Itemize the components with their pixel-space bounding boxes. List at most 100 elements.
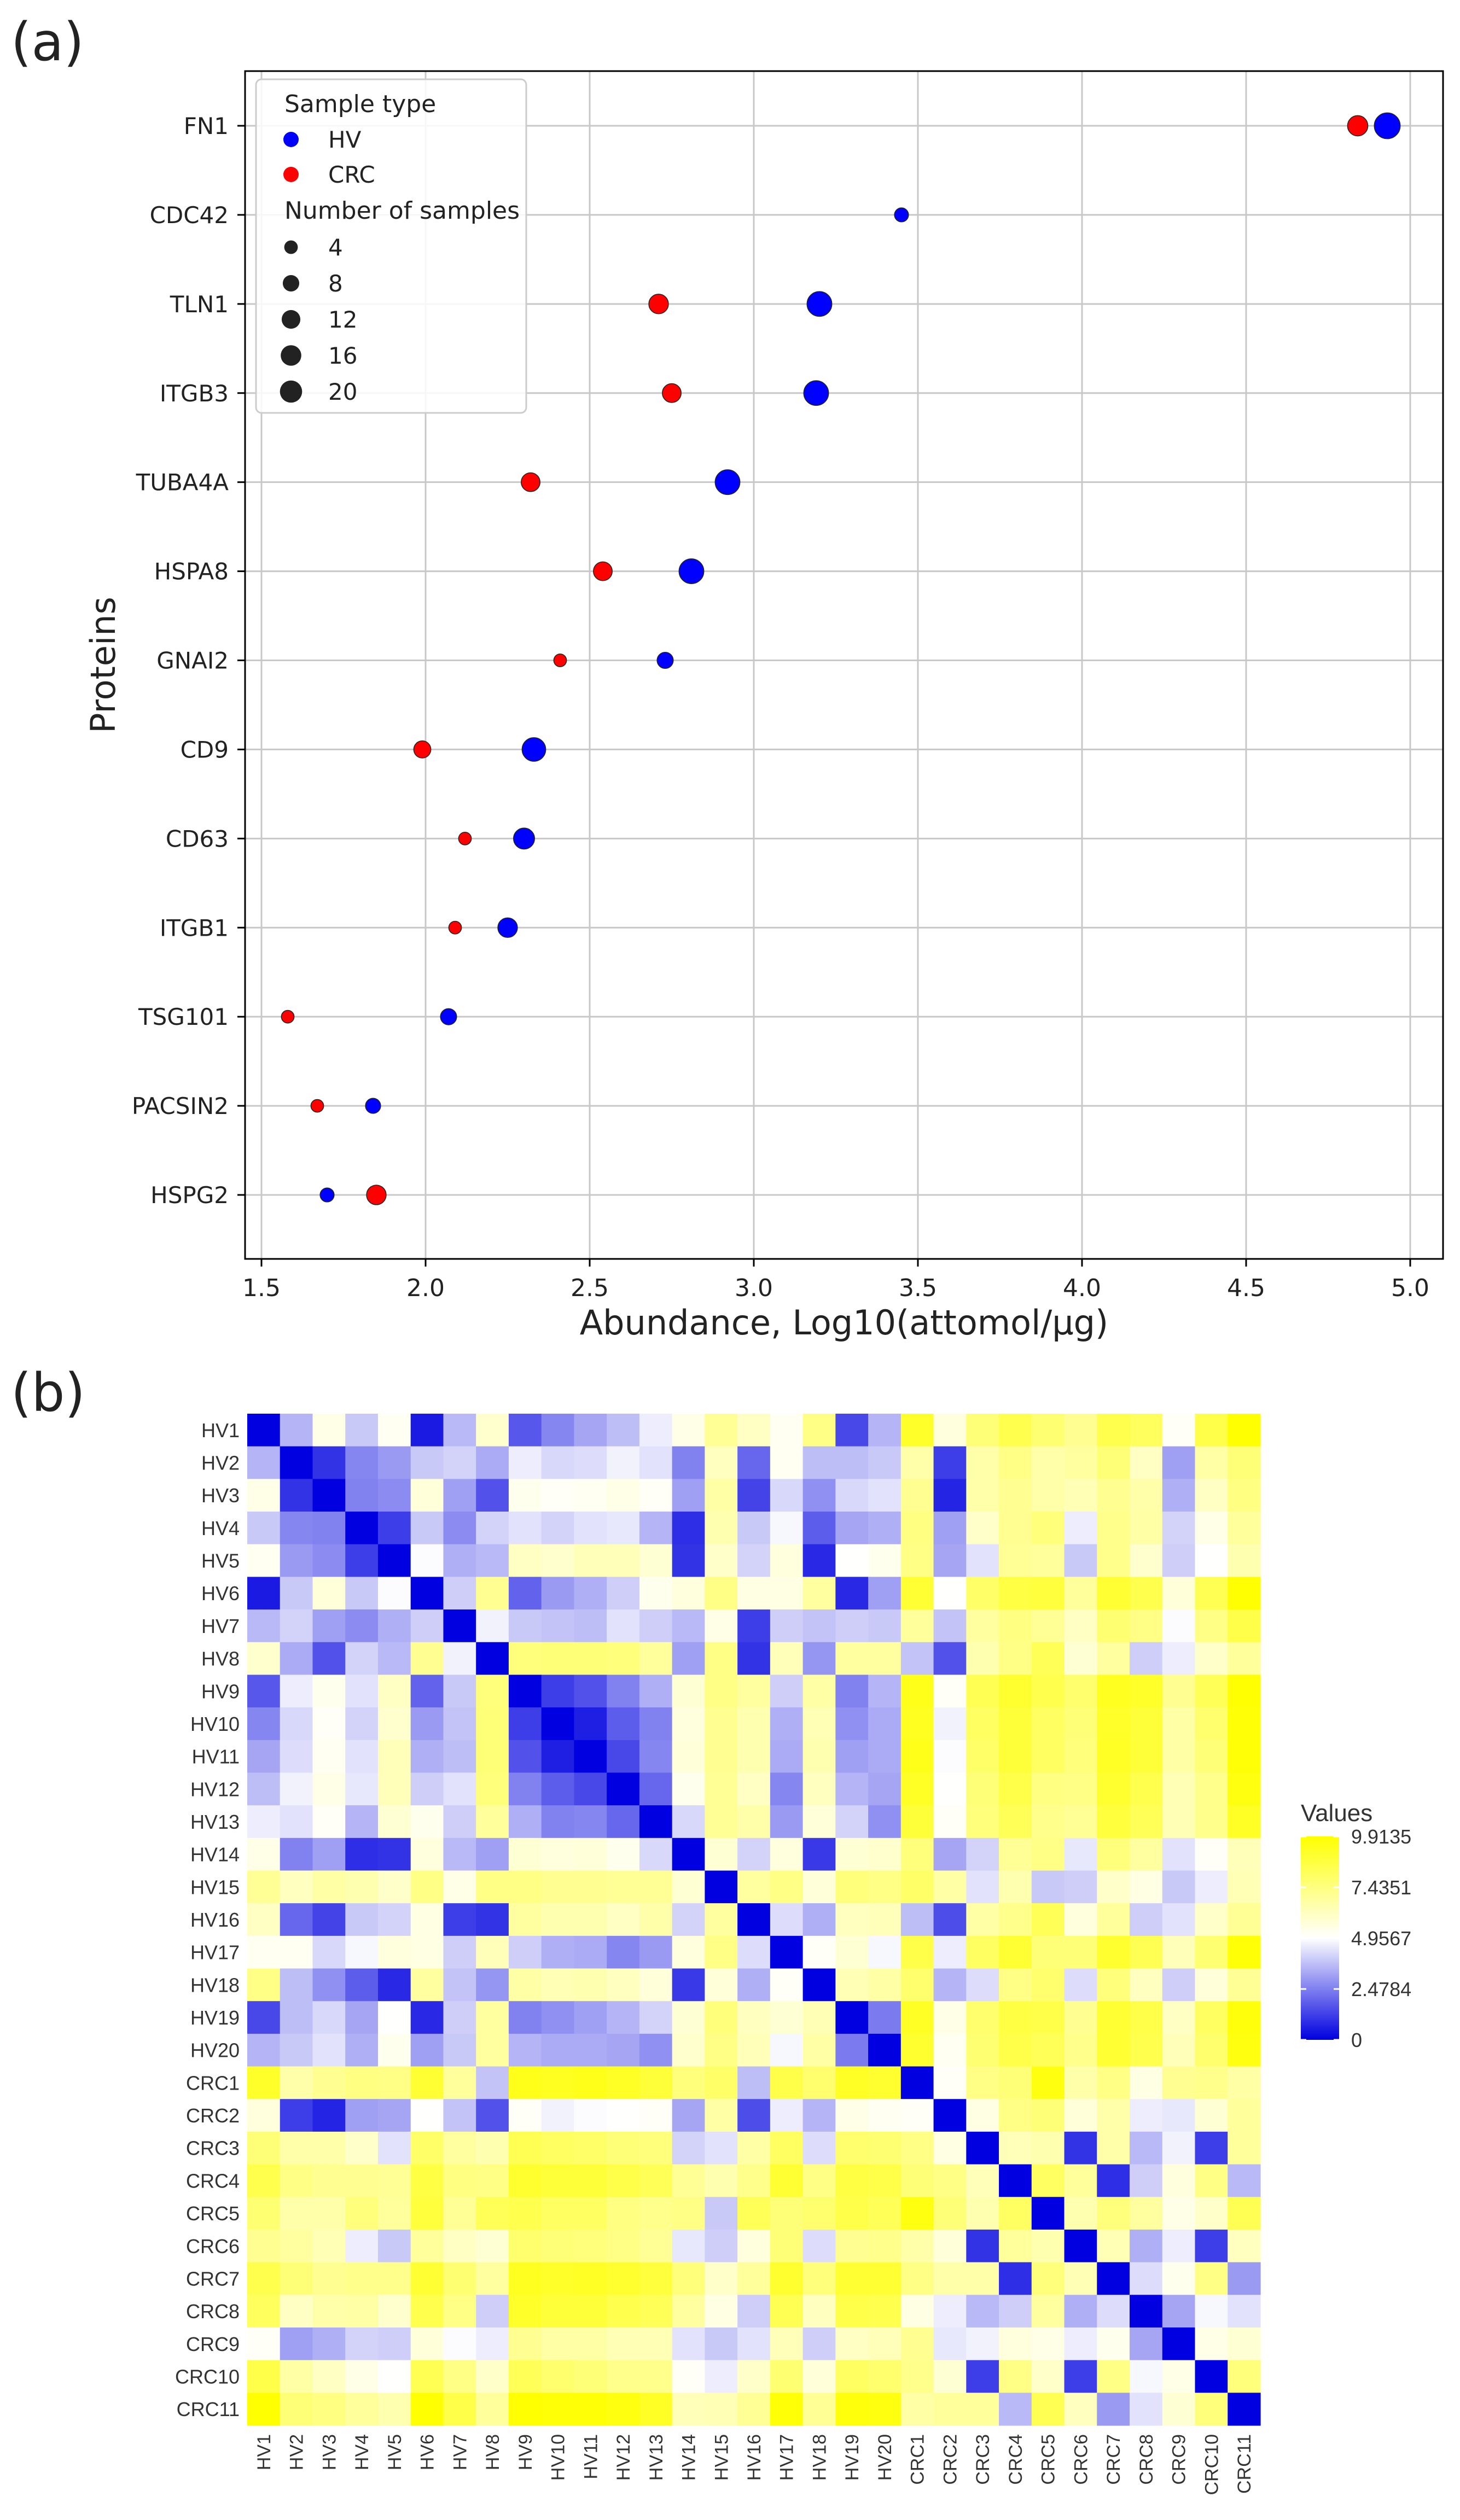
heatmap-cell [933,2327,967,2361]
heatmap-cell [1228,2327,1261,2361]
heatmap-cell [933,1772,967,1806]
heatmap-cell [802,2262,836,2295]
heatmap-col-label: HV4 [352,2434,373,2470]
heatmap-cell [1031,2229,1065,2263]
heatmap-cell [1064,2066,1097,2099]
heatmap-cell [476,1935,509,1969]
heatmap-cell [312,1838,346,1871]
heatmap-cell [345,2327,379,2361]
heatmap-cell [639,1642,673,1676]
heatmap-cell [377,1772,411,1806]
heatmap-cell [377,2327,411,2361]
heatmap-cell [476,2360,509,2393]
heatmap-cell [1097,1740,1130,1774]
heatmap-cell [737,1577,771,1610]
heatmap-cell [312,2001,346,2034]
heatmap-cell [1195,2295,1228,2328]
heatmap-cell [966,1512,999,1545]
heatmap-cell [410,2393,444,2426]
heatmap-cell [607,1446,640,1479]
data-point-crc-hspg2 [366,1185,387,1205]
heatmap-cell [737,2164,771,2197]
heatmap-row-label: HV18 [190,1974,240,1996]
heatmap-cell [312,2164,346,2197]
heatmap-cell [1162,1479,1196,1512]
x-tick-label: 5.0 [1391,1274,1429,1302]
heatmap-cell [1130,1414,1163,1447]
data-point-hv-tuba4a [714,469,741,495]
heatmap-cell [1097,1512,1130,1545]
heatmap-cell [966,2131,999,2165]
heatmap-cell [1064,1740,1097,1774]
x-tick-label: 4.5 [1227,1274,1265,1302]
heatmap-cell [574,2066,607,2099]
heatmap-cell [868,2393,901,2426]
heatmap-cell [476,1707,509,1741]
heatmap-cell [280,2295,313,2328]
heatmap-col-label: CRC3 [973,2434,993,2485]
heatmap-cell [900,1675,934,1708]
heatmap-col-label: HV17 [777,2434,798,2481]
heatmap-cell [1097,2066,1130,2099]
heatmap-cell [410,1414,444,1447]
heatmap-cell [410,1772,444,1806]
heatmap-cell [508,1805,542,1839]
heatmap-cell [280,1642,313,1676]
heatmap-cell [900,1544,934,1577]
heatmap-cell [802,2131,836,2165]
heatmap-cell [1064,2001,1097,2034]
heatmap-cell [802,1446,836,1479]
heatmap-cell [476,2197,509,2230]
heatmap-cell [247,2360,281,2393]
heatmap-cell [345,1707,379,1741]
data-point-hv-gnai2 [656,651,674,669]
heatmap-cell [607,1838,640,1871]
heatmap-cell [802,1414,836,1447]
heatmap-cell [607,2001,640,2034]
heatmap-cell [607,1512,640,1545]
heatmap-cell [541,1805,575,1839]
heatmap-cell [802,2327,836,2361]
heatmap-cell [1228,1512,1261,1545]
heatmap-cell [835,2229,869,2263]
heatmap-cell [705,2197,738,2230]
heatmap-cell [737,1414,771,1447]
heatmap-cell [1162,1707,1196,1741]
heatmap-cell [280,2164,313,2197]
heatmap-cell [770,2393,804,2426]
heatmap-cell [508,2131,542,2165]
heatmap-cell [868,2197,901,2230]
heatmap-cell [1162,1577,1196,1610]
x-tick-label: 1.5 [242,1274,281,1302]
heatmap-cell [1031,2001,1065,2034]
heatmap-cell [802,1838,836,1871]
heatmap-cell [672,1903,705,1936]
heatmap-cell [868,1968,901,2002]
heatmap-cell [377,2295,411,2328]
heatmap-cell [933,1707,967,1741]
heatmap-cell [672,1577,705,1610]
heatmap-cell [1195,2360,1228,2393]
heatmap-cell [1031,1935,1065,1969]
heatmap-cell [574,1544,607,1577]
heatmap-cell [933,1838,967,1871]
heatmap-col-label: CRC11 [1234,2434,1255,2494]
heatmap-cell [900,2262,934,2295]
heatmap-cell [1195,1609,1228,1643]
heatmap-cell [1097,2393,1130,2426]
heatmap-cell [541,2001,575,2034]
heatmap-cell [1064,1870,1097,1904]
heatmap-cell [541,2197,575,2230]
heatmap-cell [312,1968,346,2002]
heatmap-cell [1130,1903,1163,1936]
y-tick-label: HSPA8 [154,558,229,585]
heatmap-cell [247,1642,281,1676]
heatmap-cell [1195,1707,1228,1741]
heatmap-cell [705,1838,738,1871]
heatmap-cell [443,2393,476,2426]
heatmap-cell [1228,2066,1261,2099]
heatmap-cell [737,2099,771,2132]
heatmap-cell [312,2327,346,2361]
heatmap-cell [247,2295,281,2328]
heatmap-cell [639,1707,673,1741]
